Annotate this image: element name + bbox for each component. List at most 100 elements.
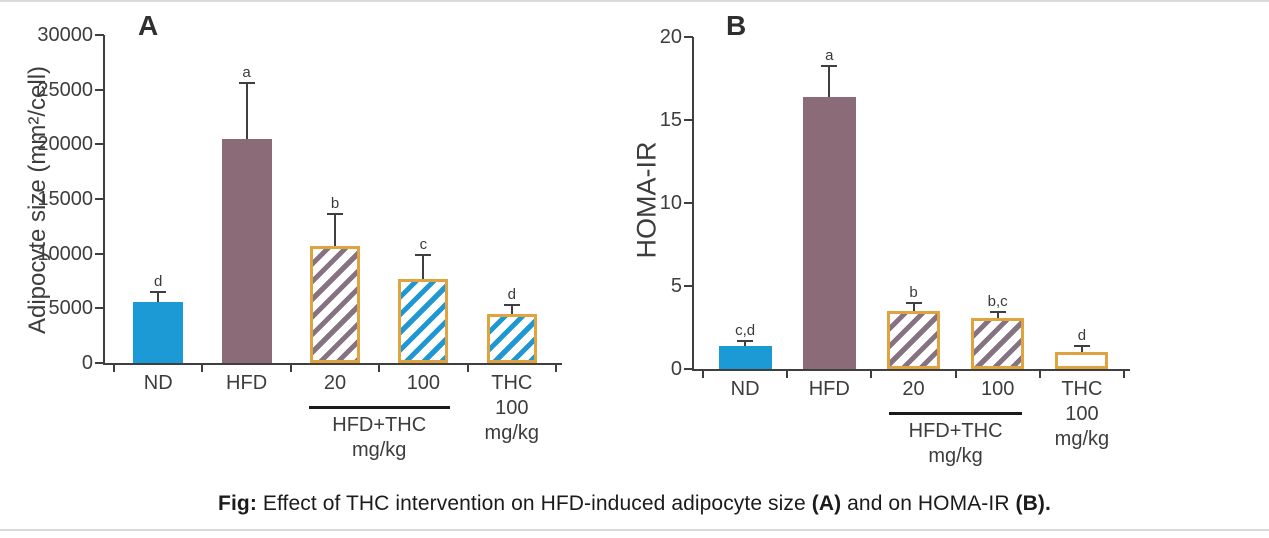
y-tick-mark xyxy=(95,143,104,146)
caption-text-1: Effect of THC intervention on HFD-induce… xyxy=(262,492,806,515)
error-bar-line xyxy=(912,304,915,311)
x-category-line: THC xyxy=(491,372,533,394)
y-tick-mark xyxy=(95,307,104,310)
x-category-line: 100 xyxy=(406,372,441,394)
x-category-label: ND xyxy=(703,377,787,402)
x-category-line: 20 xyxy=(323,372,347,394)
significance-letter: c xyxy=(419,235,428,253)
error-bar-line xyxy=(510,306,513,314)
error-bar-line xyxy=(245,84,248,139)
error-bar-cap xyxy=(503,304,520,307)
x-tick-mark xyxy=(870,369,873,378)
x-tick-mark xyxy=(466,363,469,372)
bar-hfd xyxy=(221,138,272,363)
group-label-line1: HFD+THC xyxy=(332,414,427,436)
x-category-label: 20 xyxy=(291,371,379,396)
error-bar-line xyxy=(744,342,747,346)
caption-panel-a-ref: (A) xyxy=(811,492,842,515)
error-bar-cap xyxy=(327,213,343,216)
x-category-line: HFD xyxy=(226,372,268,394)
x-category-line: 100 mg/kg xyxy=(484,397,540,444)
y-tick-mark xyxy=(684,36,693,38)
bar-nd xyxy=(718,345,772,369)
error-bar-line xyxy=(422,255,425,279)
y-tick-label: 0 xyxy=(670,358,682,380)
y-tick-mark xyxy=(684,119,693,121)
y-tick-mark xyxy=(95,88,104,91)
y-tick-label: 30000 xyxy=(37,24,93,46)
x-category-label: 20 xyxy=(871,377,955,402)
bar-100 xyxy=(971,317,1025,369)
y-tick-mark xyxy=(95,198,104,200)
panel-a-plot: 0 5000 10000 15000 20000 25000 30000 d ND a HFD b 20… xyxy=(37,24,562,461)
y-tick-label: 20 xyxy=(659,26,682,48)
x-category-label: ND xyxy=(114,371,202,396)
y-tick-label: 5 xyxy=(670,275,682,297)
bar-thc xyxy=(1055,352,1109,369)
bar-20 xyxy=(887,310,940,369)
error-bar-cap xyxy=(905,302,922,305)
caption-fig-label: Fig: xyxy=(218,492,257,515)
error-bar-cap xyxy=(415,253,432,256)
bottom-border-line xyxy=(0,529,1269,531)
y-tick-label: 10000 xyxy=(37,242,93,265)
error-bar-line xyxy=(996,312,999,318)
bar-hfd xyxy=(802,96,856,369)
significance-letter: a xyxy=(825,46,834,64)
x-category-line: 20 xyxy=(902,378,925,400)
x-tick-mark xyxy=(378,363,381,372)
group-label-line2: mg/kg xyxy=(928,445,983,467)
y-tick-mark xyxy=(95,252,104,255)
x-category-line: HFD xyxy=(808,378,850,400)
panel-b-plot: 0 5 10 15 20 c,d ND a HFD b 20 b,c 100 d THC 100 mg/kg H… xyxy=(660,26,1130,467)
x-tick-mark xyxy=(1038,369,1041,378)
y-tick-mark xyxy=(95,34,104,36)
group-label-line1: HFD+THC xyxy=(908,420,1003,442)
x-category-label: THC 100 mg/kg xyxy=(1040,377,1124,452)
y-tick-label: 0 xyxy=(81,352,93,374)
y-tick-label: 15 xyxy=(659,109,682,131)
x-tick-mark xyxy=(289,363,292,372)
panel-b-label: B xyxy=(726,10,747,41)
significance-letter: b xyxy=(909,284,918,302)
significance-letter: b xyxy=(330,195,340,213)
significance-letter: d xyxy=(1077,327,1087,345)
x-tick-mark xyxy=(113,363,115,372)
x-tick-mark xyxy=(1123,369,1125,378)
y-tick-label: 5000 xyxy=(48,297,94,320)
y-tick-label: 20000 xyxy=(37,133,93,156)
y-tick-label: 25000 xyxy=(37,78,93,101)
error-bar-cap xyxy=(989,310,1006,313)
panel-a-label: A xyxy=(138,10,159,41)
significance-letter: b,c xyxy=(987,292,1008,310)
group-bracket-line xyxy=(308,406,450,409)
panel-a: A Adipocyte size (mm²/cell) 0 5000 10000 15… xyxy=(0,0,630,475)
x-tick-mark xyxy=(702,369,704,378)
x-category-label: THC 100 mg/kg xyxy=(468,371,556,446)
significance-letter: d xyxy=(154,273,163,291)
x-category-line: 100 mg/kg xyxy=(1054,403,1110,450)
error-bar-line xyxy=(157,293,160,302)
x-category-label: 100 xyxy=(379,371,467,396)
x-tick-mark xyxy=(786,369,789,378)
significance-letter: a xyxy=(242,64,251,82)
y-tick-label: 15000 xyxy=(37,188,93,210)
error-bar-cap xyxy=(821,64,838,67)
y-tick-mark xyxy=(95,362,104,364)
caption-panel-b-ref: (B). xyxy=(1015,492,1051,515)
error-bar-line xyxy=(334,215,336,247)
y-tick-mark xyxy=(684,285,693,287)
significance-letter: c,d xyxy=(735,322,756,340)
bar-20 xyxy=(310,246,360,363)
y-tick-mark xyxy=(684,368,693,370)
panel-b: B HOMA-IR 0 5 10 15 20 c,d ND a HFD b 20 b,c 100 d THC… xyxy=(630,0,1269,475)
x-category-line: ND xyxy=(143,372,173,394)
x-category-label: 100 xyxy=(956,377,1040,402)
x-tick-mark xyxy=(954,369,957,378)
group-label-line2: mg/kg xyxy=(351,439,407,461)
error-bar-cap xyxy=(150,291,167,294)
error-bar-cap xyxy=(1073,345,1090,348)
y-tick-mark xyxy=(684,202,693,204)
x-tick-mark xyxy=(555,363,557,372)
